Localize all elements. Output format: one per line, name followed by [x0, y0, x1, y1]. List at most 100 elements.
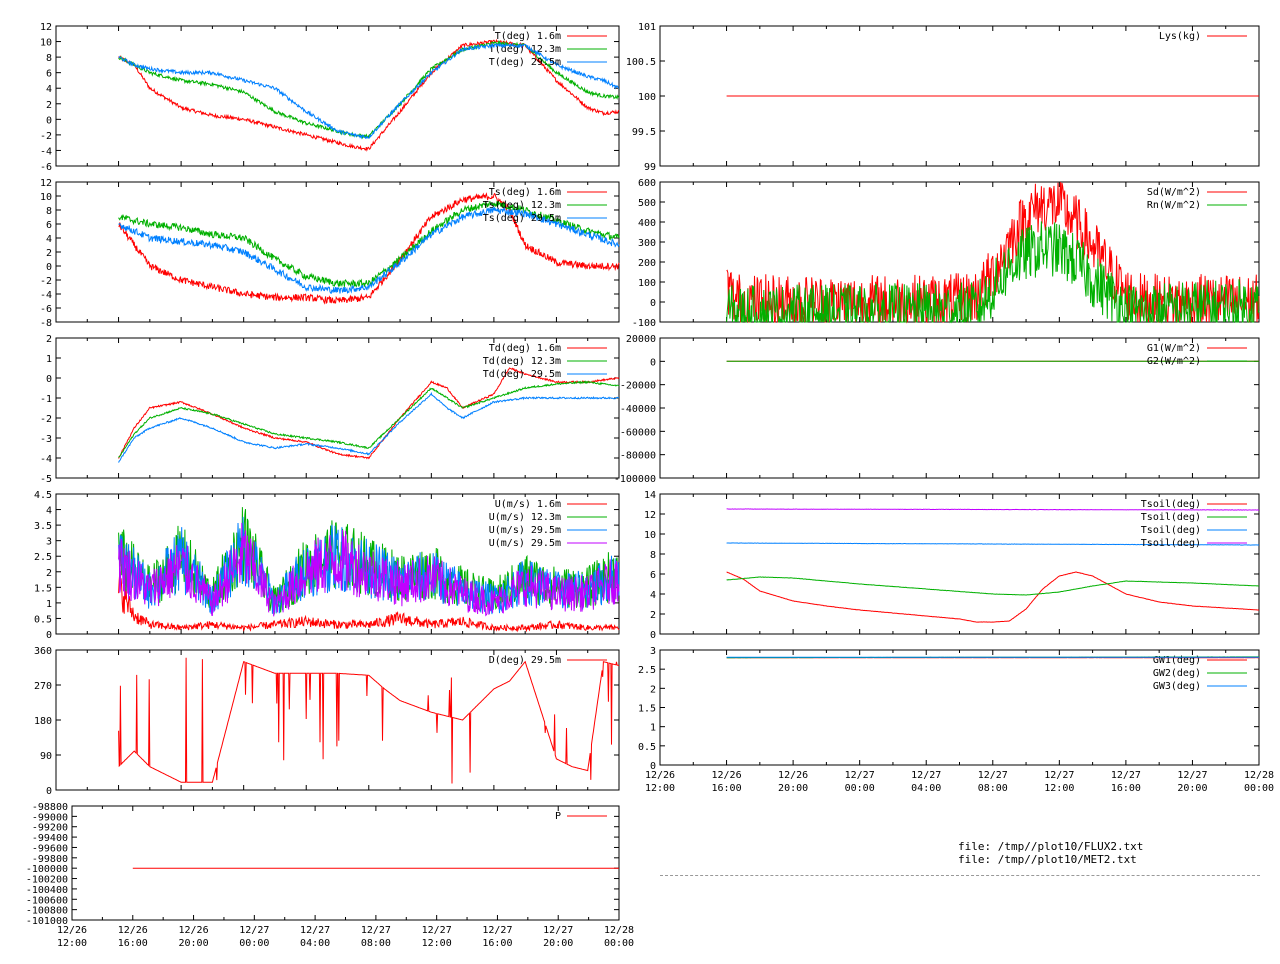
y-tick-label: 0: [46, 630, 52, 641]
y-tick-label: -99800: [32, 854, 68, 865]
y-tick-label: 99: [644, 162, 656, 173]
y-tick-label: -80000: [620, 451, 656, 462]
y-tick-label: -4: [40, 290, 52, 301]
legend-label: Ts(deg) 1.6m: [489, 187, 561, 198]
x-tick-label: 12/26: [57, 925, 87, 936]
x-tick-label: 12/28: [1244, 770, 1274, 781]
file-label-flux: file: /tmp//plot10/FLUX2.txt: [958, 840, 1143, 853]
series-line: [727, 577, 1259, 595]
x-tick-label: 12:00: [1044, 783, 1074, 794]
y-tick-label: 600: [638, 178, 656, 189]
y-tick-label: 14: [644, 490, 656, 501]
y-tick-label: 2: [46, 568, 52, 579]
x-tick-label: 12:00: [645, 783, 675, 794]
y-tick-label: 1: [46, 599, 52, 610]
y-tick-label: -8: [40, 318, 52, 329]
legend-label: P: [555, 811, 561, 822]
y-tick-label: 180: [34, 716, 52, 727]
x-tick-label: 04:00: [911, 783, 941, 794]
y-tick-label: 90: [40, 751, 52, 762]
x-tick-label: 12/27: [422, 925, 452, 936]
y-tick-label: 0: [650, 630, 656, 641]
legend-label: T(deg) 1.6m: [495, 31, 561, 42]
series-line: [119, 393, 619, 462]
y-tick-label: -6: [40, 304, 52, 315]
y-tick-label: 0.5: [638, 742, 656, 753]
y-tick-label: 12: [644, 510, 656, 521]
y-tick-label: 4.5: [34, 490, 52, 501]
series-line: [119, 368, 619, 459]
y-tick-label: 500: [638, 198, 656, 209]
y-tick-label: 4: [46, 234, 52, 245]
legend-label: GW3(deg): [1153, 681, 1201, 692]
legend-label: Tsoil(deg): [1141, 512, 1201, 523]
legend-label: Lys(kg): [1159, 31, 1201, 42]
y-tick-label: 6: [650, 570, 656, 581]
y-tick-label: 1.5: [34, 583, 52, 594]
y-tick-label: 12: [40, 178, 52, 189]
y-tick-label: 10: [644, 530, 656, 541]
y-tick-label: 0: [46, 374, 52, 385]
legend-label: U(m/s) 1.6m: [495, 499, 561, 510]
x-tick-label: 20:00: [1177, 783, 1207, 794]
x-tick-label: 12/27: [978, 770, 1008, 781]
y-tick-label: -5: [40, 474, 52, 485]
x-tick-label: 12/27: [1177, 770, 1207, 781]
y-tick-label: 200: [638, 258, 656, 269]
y-tick-label: -100400: [26, 885, 68, 896]
y-tick-label: 360: [34, 646, 52, 657]
y-tick-label: -100: [632, 318, 656, 329]
y-tick-label: 20000: [626, 334, 656, 345]
y-tick-label: 1.5: [638, 704, 656, 715]
legend-label: Sd(W/m^2): [1147, 187, 1201, 198]
x-tick-label: 12/27: [239, 925, 269, 936]
y-tick-label: 3.5: [34, 521, 52, 532]
x-tick-label: 08:00: [978, 783, 1008, 794]
y-tick-label: 10: [40, 38, 52, 49]
legend-label: Td(deg) 1.6m: [489, 343, 561, 354]
plot-frame: [72, 806, 619, 920]
legend-label: D(deg) 29.5m: [489, 655, 561, 666]
y-tick-label: 2.5: [638, 665, 656, 676]
x-tick-label: 16:00: [712, 783, 742, 794]
x-tick-label: 12/27: [1111, 770, 1141, 781]
y-tick-label: -100000: [26, 864, 68, 875]
y-tick-label: 2.5: [34, 552, 52, 563]
file-info: file: /tmp//plot10/FLUX2.txt file: /tmp/…: [958, 840, 1143, 866]
y-tick-label: 2: [650, 684, 656, 695]
y-tick-label: -100200: [26, 875, 68, 886]
y-tick-label: -2: [40, 131, 52, 142]
y-tick-label: 0.5: [34, 614, 52, 625]
y-tick-label: -100600: [26, 895, 68, 906]
y-tick-label: 0: [46, 786, 52, 797]
x-tick-label: 12:00: [422, 938, 452, 949]
x-tick-label: 00:00: [845, 783, 875, 794]
x-tick-label: 12/27: [845, 770, 875, 781]
x-tick-label: 16:00: [118, 938, 148, 949]
y-tick-label: 2: [46, 248, 52, 259]
y-tick-label: 0: [46, 115, 52, 126]
y-tick-label: -4: [40, 454, 52, 465]
legend-label: GW2(deg): [1153, 668, 1201, 679]
y-tick-label: 8: [46, 53, 52, 64]
x-tick-label: 04:00: [300, 938, 330, 949]
y-tick-label: 100: [638, 278, 656, 289]
x-tick-label: 00:00: [1244, 783, 1274, 794]
y-tick-label: -40000: [620, 404, 656, 415]
x-tick-label: 12/26: [645, 770, 675, 781]
y-tick-label: 0: [46, 262, 52, 273]
y-tick-label: 300: [638, 238, 656, 249]
y-tick-label: 1: [650, 723, 656, 734]
y-tick-label: -20000: [620, 381, 656, 392]
x-tick-label: 08:00: [361, 938, 391, 949]
y-tick-label: -98800: [32, 802, 68, 813]
x-tick-label: 12/26: [778, 770, 808, 781]
legend-label: G2(W/m^2): [1147, 356, 1201, 367]
y-tick-label: -4: [40, 146, 52, 157]
legend-label: U(m/s) 29.5m: [489, 525, 561, 536]
legend-label: Ts(deg) 29.5m: [483, 213, 561, 224]
x-tick-label: 12/27: [543, 925, 573, 936]
y-tick-label: 3: [46, 537, 52, 548]
